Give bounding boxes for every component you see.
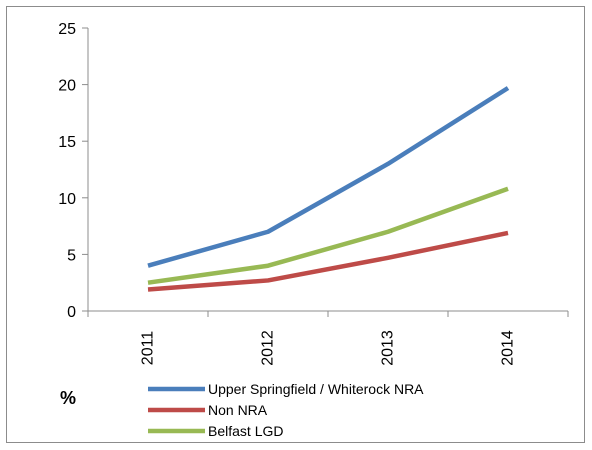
y-unit-label: % bbox=[60, 388, 76, 408]
x-tick-label: 2011 bbox=[140, 331, 157, 366]
series-line-non-nra bbox=[147, 230, 509, 292]
y-tick-label: 5 bbox=[67, 247, 76, 264]
series-line-upper-springfield-whiterock-nra bbox=[147, 86, 510, 268]
x-tick-label: 2012 bbox=[260, 330, 277, 366]
y-tick-label: 15 bbox=[58, 134, 76, 151]
legend-label-belfast-lgd: Belfast LGD bbox=[208, 423, 283, 439]
x-axis-ticks: 2011 2012 2013 2014 bbox=[87, 311, 569, 366]
y-tick-label: 25 bbox=[58, 21, 76, 38]
series-line-belfast-lgd bbox=[147, 186, 509, 285]
y-axis-ticks: 0 5 10 15 20 25 bbox=[58, 21, 88, 321]
legend-label-non-nra: Non NRA bbox=[208, 402, 268, 418]
y-tick-label: 20 bbox=[58, 78, 76, 95]
legend-label-upper-springfield-whiterock-nra: Upper Springfield / Whiterock NRA bbox=[208, 381, 424, 397]
x-tick-label: 2014 bbox=[500, 330, 517, 366]
chart-area bbox=[6, 6, 585, 443]
x-tick-label: 2013 bbox=[380, 330, 397, 366]
legend: Upper Springfield / Whiterock NRA Non NRA… bbox=[148, 381, 424, 439]
y-tick-label: 0 bbox=[67, 304, 76, 321]
series-lines bbox=[147, 86, 510, 292]
y-tick-label: 10 bbox=[58, 191, 76, 208]
